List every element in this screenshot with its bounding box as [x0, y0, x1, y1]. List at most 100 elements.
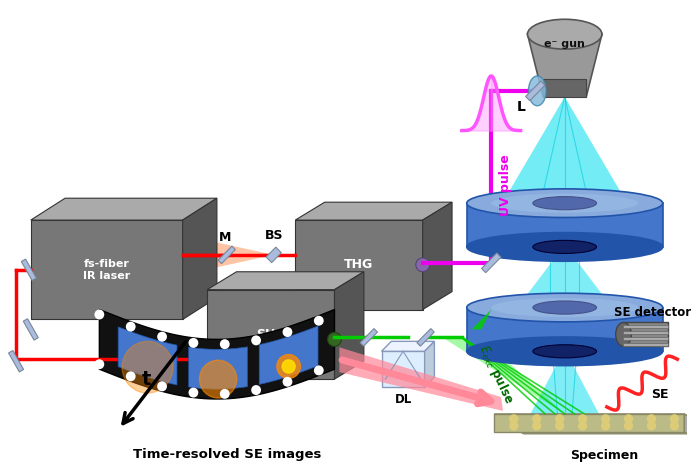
- Circle shape: [188, 338, 198, 348]
- Ellipse shape: [528, 76, 546, 106]
- Polygon shape: [624, 331, 668, 335]
- Circle shape: [283, 377, 293, 387]
- Polygon shape: [467, 308, 663, 351]
- Circle shape: [126, 371, 136, 381]
- Text: BS: BS: [265, 229, 283, 242]
- Polygon shape: [543, 79, 587, 97]
- Circle shape: [510, 415, 518, 423]
- Polygon shape: [335, 272, 364, 379]
- Polygon shape: [624, 343, 668, 346]
- Polygon shape: [382, 342, 435, 351]
- Circle shape: [94, 309, 104, 320]
- Circle shape: [158, 381, 167, 391]
- Polygon shape: [99, 309, 335, 399]
- Polygon shape: [528, 34, 602, 97]
- Polygon shape: [425, 342, 435, 387]
- Polygon shape: [624, 337, 668, 340]
- Polygon shape: [531, 350, 599, 414]
- Circle shape: [283, 327, 293, 337]
- Circle shape: [416, 258, 430, 272]
- Circle shape: [556, 422, 564, 430]
- Text: fs-fiber
IR laser: fs-fiber IR laser: [83, 259, 130, 281]
- Polygon shape: [340, 347, 503, 411]
- Polygon shape: [189, 347, 248, 389]
- Polygon shape: [516, 245, 614, 309]
- Polygon shape: [482, 253, 501, 273]
- Ellipse shape: [491, 194, 638, 212]
- Circle shape: [624, 422, 633, 430]
- Circle shape: [314, 316, 323, 326]
- Polygon shape: [472, 309, 491, 329]
- Circle shape: [251, 385, 261, 395]
- Circle shape: [579, 422, 587, 430]
- Text: THG: THG: [344, 258, 374, 271]
- Polygon shape: [624, 325, 668, 329]
- Polygon shape: [360, 329, 377, 346]
- Polygon shape: [423, 202, 452, 309]
- Ellipse shape: [533, 197, 596, 210]
- Polygon shape: [8, 350, 24, 372]
- Polygon shape: [295, 220, 423, 309]
- Text: SE: SE: [651, 388, 668, 401]
- Ellipse shape: [533, 301, 596, 314]
- Ellipse shape: [533, 240, 596, 254]
- Circle shape: [126, 322, 136, 332]
- Text: SE detector: SE detector: [615, 306, 692, 319]
- Polygon shape: [295, 202, 452, 220]
- Polygon shape: [526, 81, 545, 101]
- Ellipse shape: [616, 322, 631, 346]
- Polygon shape: [31, 198, 217, 220]
- Circle shape: [671, 422, 678, 430]
- Polygon shape: [259, 326, 318, 384]
- Text: $E_{exc}$ pulse: $E_{exc}$ pulse: [475, 342, 517, 406]
- Circle shape: [188, 388, 198, 397]
- Circle shape: [510, 422, 518, 430]
- Text: Time-resolved SE images: Time-resolved SE images: [132, 448, 321, 460]
- Polygon shape: [183, 198, 217, 320]
- Circle shape: [282, 360, 295, 373]
- Text: SHG: SHG: [256, 328, 286, 341]
- Polygon shape: [266, 247, 281, 263]
- Circle shape: [277, 355, 300, 378]
- Ellipse shape: [528, 19, 602, 49]
- Polygon shape: [23, 319, 38, 340]
- Circle shape: [579, 415, 587, 423]
- Ellipse shape: [491, 298, 638, 317]
- Ellipse shape: [467, 189, 663, 218]
- Polygon shape: [501, 97, 629, 205]
- Text: L: L: [517, 100, 526, 114]
- Text: UV pulse: UV pulse: [499, 154, 512, 216]
- Ellipse shape: [467, 293, 663, 322]
- Text: DL: DL: [394, 392, 412, 405]
- Circle shape: [220, 339, 230, 349]
- Circle shape: [533, 422, 540, 430]
- Circle shape: [533, 415, 540, 423]
- Polygon shape: [382, 351, 425, 387]
- Polygon shape: [467, 203, 663, 247]
- Circle shape: [251, 336, 261, 345]
- Polygon shape: [624, 322, 668, 346]
- Polygon shape: [183, 235, 274, 275]
- Polygon shape: [207, 272, 364, 290]
- Polygon shape: [417, 329, 434, 346]
- Polygon shape: [207, 290, 335, 379]
- Polygon shape: [21, 259, 36, 281]
- Circle shape: [220, 389, 230, 399]
- Polygon shape: [494, 414, 684, 432]
- Circle shape: [648, 422, 655, 430]
- Polygon shape: [442, 337, 565, 414]
- Polygon shape: [118, 327, 177, 385]
- Ellipse shape: [467, 337, 663, 366]
- Text: t: t: [141, 370, 151, 389]
- Circle shape: [158, 332, 167, 342]
- Circle shape: [671, 415, 678, 423]
- Text: e⁻ gun: e⁻ gun: [545, 39, 585, 49]
- Polygon shape: [31, 220, 183, 320]
- Polygon shape: [494, 414, 700, 434]
- Circle shape: [556, 415, 564, 423]
- Circle shape: [648, 415, 655, 423]
- Polygon shape: [218, 246, 235, 264]
- Text: M: M: [218, 232, 231, 245]
- Circle shape: [624, 415, 633, 423]
- Circle shape: [122, 342, 173, 393]
